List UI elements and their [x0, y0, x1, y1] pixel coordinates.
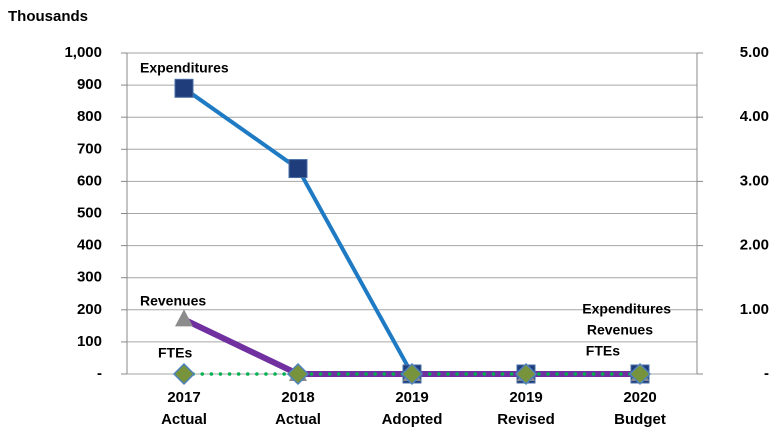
y2-tick-label: 4.00 [740, 108, 769, 125]
x-tick-label: 2018 Actual [275, 389, 321, 428]
annotation: Revenues [140, 293, 206, 309]
marker [286, 362, 310, 386]
y2-tick-label: 5.00 [740, 44, 769, 61]
marker [514, 362, 538, 386]
marker [175, 309, 193, 327]
y2-tick-label: 1.00 [740, 301, 769, 318]
y-tick-label: 600 [77, 172, 102, 189]
x-tick-label: 2020 Budget [614, 389, 666, 428]
annotation: FTEs [586, 343, 620, 359]
y-tick-label: 1,000 [64, 44, 102, 61]
annotation: Expenditures [582, 301, 671, 317]
marker [628, 362, 652, 386]
annotation: Expenditures [140, 60, 229, 76]
marker [174, 78, 194, 98]
annotation: FTEs [158, 345, 192, 361]
x-tick-label: 2017 Actual [161, 389, 207, 428]
y-tick-label: 500 [77, 204, 102, 221]
y2-tick-label: - [764, 365, 769, 382]
marker [288, 159, 308, 179]
y-tick-label: 300 [77, 269, 102, 286]
y-tick-label: 400 [77, 237, 102, 254]
y-tick-label: 800 [77, 108, 102, 125]
y2-tick-label: 2.00 [740, 237, 769, 254]
y-tick-label: 700 [77, 140, 102, 157]
series-line [182, 86, 640, 376]
annotation: Revenues [587, 322, 653, 338]
y-tick-label: 900 [77, 76, 102, 93]
x-tick-label: 2019 Revised [497, 389, 555, 428]
axis-title: Thousands [8, 8, 88, 25]
y-tick-label: 200 [77, 301, 102, 318]
marker [172, 362, 196, 386]
y-tick-label: - [97, 365, 102, 382]
y2-tick-label: 3.00 [740, 172, 769, 189]
y-tick-label: 100 [77, 333, 102, 350]
x-tick-label: 2019 Adopted [382, 389, 443, 428]
marker [400, 362, 424, 386]
